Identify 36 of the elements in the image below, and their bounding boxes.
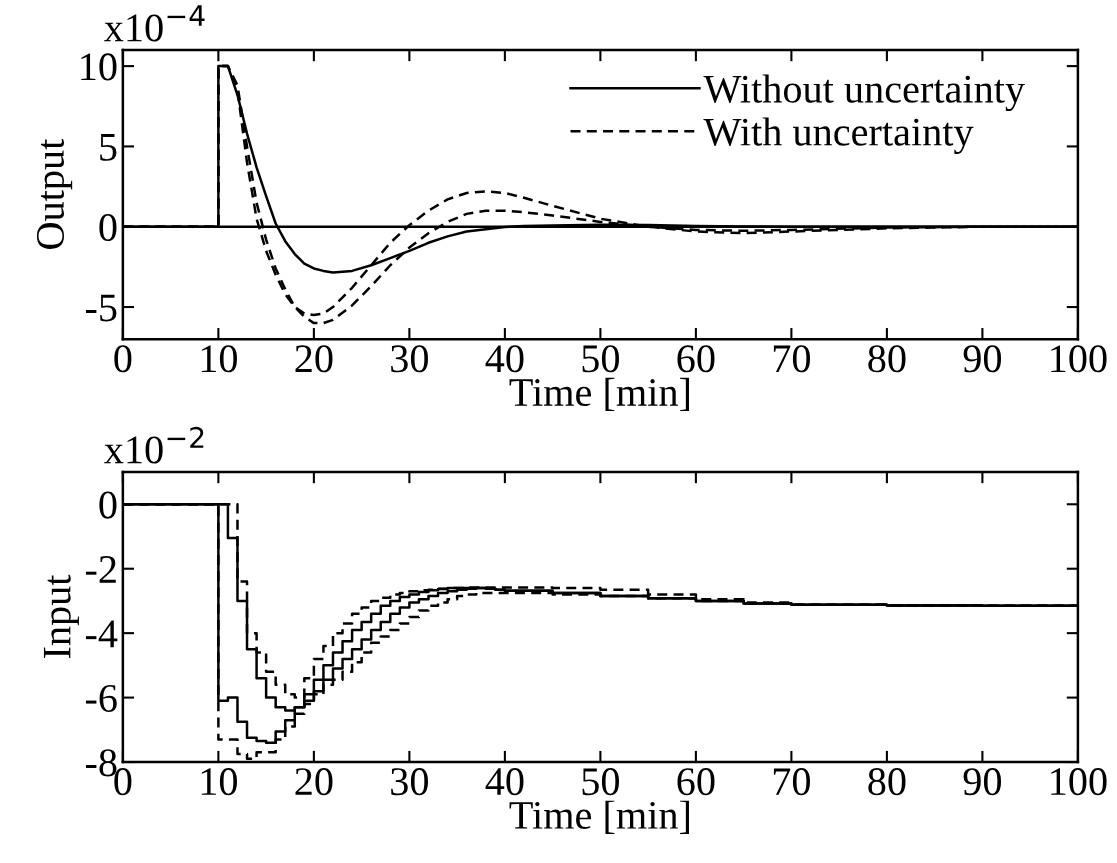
x-tick-label: 90 (963, 345, 1001, 373)
x-tick-label: 10 (201, 345, 237, 373)
x-tick-label: 80 (868, 768, 906, 796)
x-axis-title: Time [min] (509, 800, 689, 834)
text: x10$^{−2}$ (104, 426, 204, 464)
x-tick-label: 100 (1051, 345, 1107, 373)
x-axis-title: Time [min] (509, 377, 689, 412)
legend-label: With uncertainty (703, 117, 974, 155)
x-tick-label: 70 (773, 345, 810, 373)
y-tick-label: 10 (81, 53, 117, 81)
x-tick-label: 50 (582, 768, 619, 796)
x-tick-label: 30 (391, 768, 428, 796)
y-tick-label: 5 (100, 134, 117, 161)
x-tick-label: 30 (391, 345, 428, 373)
y-tick-label: -4 (85, 620, 118, 648)
y-tick-label: -5 (85, 294, 117, 322)
x-tick-label: 40 (485, 345, 524, 373)
y-tick-label: -6 (85, 684, 117, 712)
x-tick-label: 10 (201, 768, 237, 796)
text: x10$^{−4}$ (104, 5, 205, 42)
x-tick-label: 20 (295, 768, 333, 796)
x-tick-label: 20 (295, 345, 333, 373)
x-tick-label: 90 (963, 768, 1001, 796)
x-tick-label: 100 (1051, 768, 1107, 796)
y-axis-title: Input (43, 574, 79, 659)
x-tick-label: 50 (582, 345, 619, 373)
x-tick-label: 60 (677, 345, 715, 373)
x-tick-label: 70 (773, 768, 810, 796)
y-tick-label: -2 (85, 556, 116, 583)
x-tick-label: 80 (868, 345, 906, 373)
y-tick-label: 0 (99, 491, 117, 519)
y-tick-label: 0 (99, 213, 117, 242)
legend-label: Without uncertainty (703, 74, 1025, 112)
y-axis-title: Output (36, 138, 73, 249)
x-tick-label: 60 (677, 768, 715, 796)
x-tick-label: 40 (485, 768, 524, 796)
